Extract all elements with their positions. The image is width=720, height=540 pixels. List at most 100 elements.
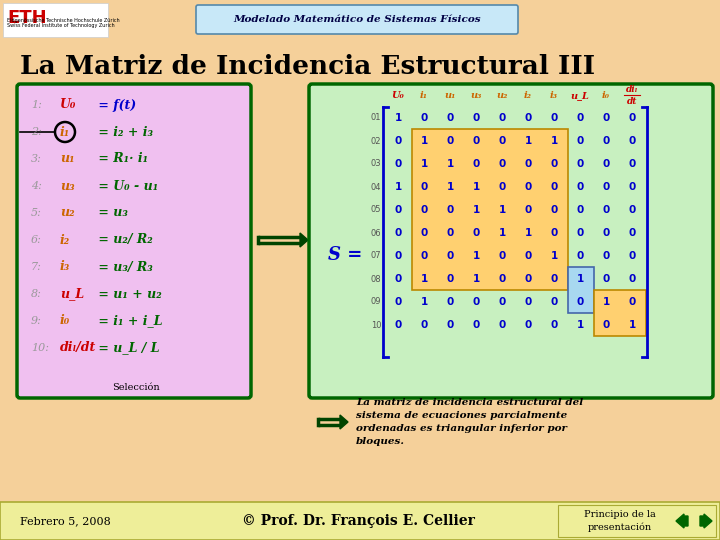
Text: 1: 1: [629, 320, 636, 330]
Text: u₃: u₃: [470, 91, 482, 100]
Text: 1: 1: [550, 136, 557, 146]
Polygon shape: [300, 233, 308, 247]
Text: u₂: u₂: [60, 206, 75, 219]
Text: 10: 10: [371, 321, 382, 329]
Text: 0: 0: [629, 205, 636, 215]
Text: 0: 0: [603, 159, 610, 169]
Text: 0: 0: [498, 113, 505, 123]
Text: 1: 1: [472, 274, 480, 284]
Text: 0: 0: [446, 136, 454, 146]
Text: 1: 1: [498, 228, 505, 238]
Text: 0: 0: [420, 182, 428, 192]
FancyBboxPatch shape: [196, 5, 518, 34]
Text: 1: 1: [420, 297, 428, 307]
Bar: [3, 3, 108, 37]
Text: 0: 0: [577, 136, 584, 146]
Text: = u_L / L: = u_L / L: [94, 341, 160, 354]
Text: i₂: i₂: [524, 91, 532, 100]
Text: 09: 09: [371, 298, 382, 307]
Text: 0: 0: [550, 228, 557, 238]
Text: 1: 1: [420, 159, 428, 169]
Text: 1: 1: [524, 228, 531, 238]
Text: 3:: 3:: [31, 154, 42, 164]
Text: 4:: 4:: [31, 181, 42, 191]
Text: 0: 0: [603, 251, 610, 261]
Text: 1: 1: [472, 182, 480, 192]
Text: 0: 0: [577, 159, 584, 169]
Text: 0: 0: [472, 159, 480, 169]
Text: 0: 0: [524, 320, 531, 330]
Text: 0: 0: [395, 136, 402, 146]
Text: u₃: u₃: [60, 179, 75, 192]
Text: 0: 0: [603, 182, 610, 192]
Text: = u₃: = u₃: [94, 206, 128, 219]
Text: 0: 0: [603, 136, 610, 146]
Text: u_L: u_L: [570, 91, 590, 100]
Text: diₗ: diₗ: [626, 85, 638, 94]
Text: 0: 0: [446, 113, 454, 123]
Text: 0: 0: [395, 274, 402, 284]
Text: dt: dt: [627, 97, 637, 105]
Text: 0: 0: [420, 320, 428, 330]
Text: i₂: i₂: [60, 233, 71, 246]
Text: 1: 1: [498, 205, 505, 215]
Text: 0: 0: [420, 251, 428, 261]
Text: © Prof. Dr. François E. Cellier: © Prof. Dr. François E. Cellier: [242, 514, 474, 528]
Text: 1: 1: [524, 136, 531, 146]
Text: 0: 0: [603, 228, 610, 238]
Text: 0: 0: [395, 159, 402, 169]
Text: 0: 0: [629, 159, 636, 169]
Text: 0: 0: [524, 274, 531, 284]
Text: 0: 0: [446, 228, 454, 238]
Text: 06: 06: [371, 228, 382, 238]
Text: 0: 0: [603, 113, 610, 123]
Text: 0: 0: [472, 228, 480, 238]
Text: = R₁· i₁: = R₁· i₁: [94, 152, 148, 165]
Text: 1: 1: [577, 320, 584, 330]
Text: Eidgenössische Technische Hochschule Zürich: Eidgenössische Technische Hochschule Zür…: [7, 18, 120, 23]
Text: = u₁ + u₂: = u₁ + u₂: [94, 287, 162, 300]
Bar: [558, 505, 716, 537]
Text: 1: 1: [577, 274, 584, 284]
Text: 0: 0: [395, 205, 402, 215]
Text: 0: 0: [395, 297, 402, 307]
Text: 0: 0: [472, 297, 480, 307]
Text: U₀: U₀: [392, 91, 405, 100]
Text: 5:: 5:: [31, 208, 42, 218]
Text: i₀: i₀: [60, 314, 71, 327]
Text: 0: 0: [550, 205, 557, 215]
Bar: [0, 502, 720, 540]
Text: 05: 05: [371, 206, 382, 214]
Text: = f(t): = f(t): [94, 98, 136, 111]
Bar: [567, 267, 593, 313]
Text: 0: 0: [550, 159, 557, 169]
Text: La matriz de incidencia estructural del
sistema de ecuaciones parcialmente
orden: La matriz de incidencia estructural del …: [356, 397, 583, 446]
Text: 0: 0: [498, 182, 505, 192]
Text: 0: 0: [395, 251, 402, 261]
Text: 6:: 6:: [31, 235, 42, 245]
Text: u₁: u₁: [444, 91, 456, 100]
Text: 0: 0: [603, 274, 610, 284]
Text: 03: 03: [371, 159, 382, 168]
Bar: [412, 129, 567, 290]
Text: 0: 0: [550, 113, 557, 123]
Text: U₀: U₀: [60, 98, 76, 111]
Text: Selección: Selección: [112, 383, 160, 392]
Text: 1: 1: [472, 205, 480, 215]
Text: 0: 0: [629, 274, 636, 284]
Bar: [593, 290, 646, 336]
Text: 0: 0: [629, 136, 636, 146]
Text: 0: 0: [524, 297, 531, 307]
Text: 0: 0: [420, 228, 428, 238]
Text: i₁: i₁: [420, 91, 428, 100]
Text: 7:: 7:: [31, 262, 42, 272]
Text: 0: 0: [629, 182, 636, 192]
Text: 02: 02: [371, 137, 382, 145]
Text: = u₃/ R₃: = u₃/ R₃: [94, 260, 153, 273]
FancyBboxPatch shape: [17, 84, 251, 398]
Text: 0: 0: [498, 297, 505, 307]
Text: 0: 0: [498, 320, 505, 330]
Text: La Matriz de Incidencia Estructural III: La Matriz de Incidencia Estructural III: [20, 53, 595, 78]
Text: 1: 1: [446, 182, 454, 192]
Text: 0: 0: [577, 297, 584, 307]
